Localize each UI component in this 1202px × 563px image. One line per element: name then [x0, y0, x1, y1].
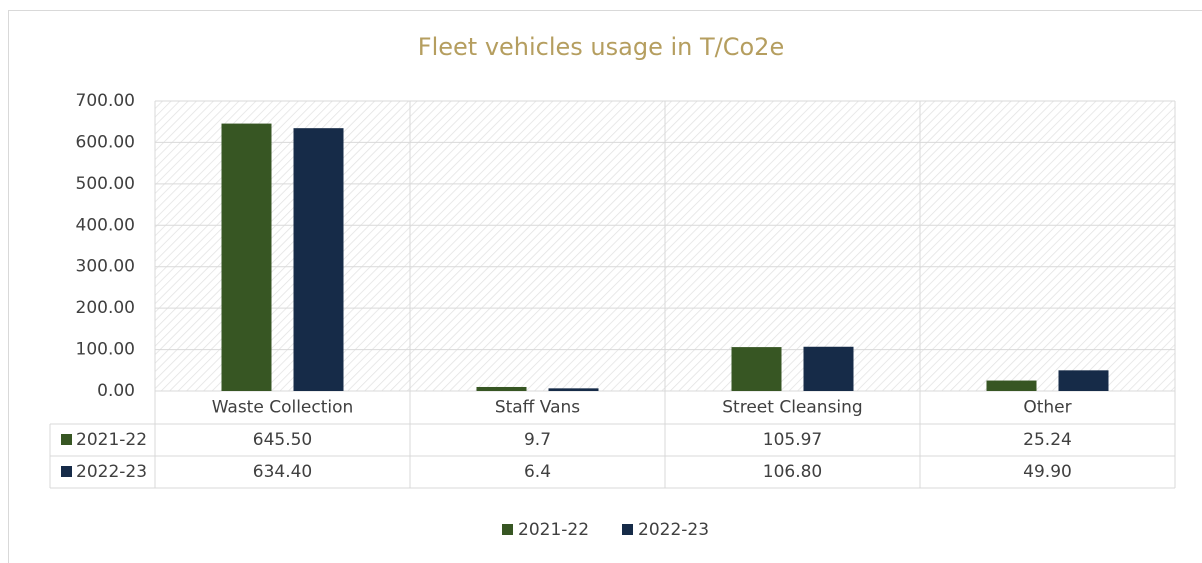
bar	[476, 386, 527, 391]
bar	[986, 380, 1037, 391]
x-tick-label: Street Cleansing	[722, 398, 862, 418]
legend-key	[502, 524, 513, 535]
bar	[221, 123, 272, 391]
y-tick-label: 200.00	[76, 298, 135, 318]
table-value: 634.40	[253, 462, 312, 482]
x-tick-label: Waste Collection	[212, 398, 354, 418]
frame	[8, 10, 1202, 563]
table-value: 9.7	[524, 430, 551, 450]
x-tick-label: Other	[1023, 398, 1071, 418]
y-tick-label: 600.00	[76, 132, 135, 152]
table-value: 106.80	[763, 462, 822, 482]
table-value: 645.50	[253, 430, 312, 450]
y-tick-label: 300.00	[76, 257, 135, 277]
bar	[548, 388, 599, 391]
legend-key	[622, 524, 633, 535]
table-value: 25.24	[1023, 430, 1072, 450]
legend-label: 2021-22	[518, 520, 589, 540]
y-tick-label: 0.00	[97, 381, 135, 401]
legend-label: 2022-23	[638, 520, 709, 540]
y-tick-label: 700.00	[76, 91, 135, 111]
table-value: 105.97	[763, 430, 822, 450]
y-tick-label: 100.00	[76, 340, 135, 360]
bar	[731, 347, 782, 391]
table-legend-key	[61, 434, 72, 445]
bar	[1058, 370, 1109, 391]
table-series-name: 2021-22	[76, 430, 147, 450]
table-value: 49.90	[1023, 462, 1072, 482]
bar	[803, 346, 854, 391]
chart-title: Fleet vehicles usage in T/Co2e	[418, 33, 784, 61]
table-value: 6.4	[524, 462, 551, 482]
x-tick-label: Staff Vans	[495, 398, 580, 418]
y-tick-label: 500.00	[76, 174, 135, 194]
bar	[293, 128, 344, 392]
table-series-name: 2022-23	[76, 462, 147, 482]
table-legend-key	[61, 466, 72, 477]
y-tick-label: 400.00	[76, 215, 135, 235]
